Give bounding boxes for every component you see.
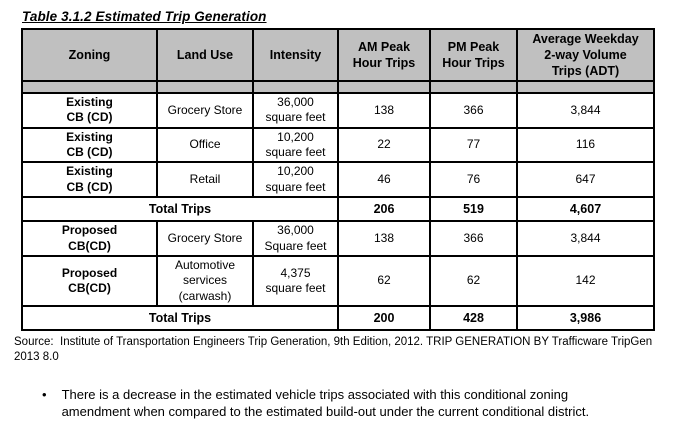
cell-land-use: Automotive services (carwash)	[156, 254, 254, 307]
cell-zoning: Proposed CB(CD)	[21, 254, 158, 307]
cell-zoning: Proposed CB(CD)	[21, 220, 158, 257]
table-row-proposed-grocery: Proposed CB(CD) Grocery Store 36,000 Squ…	[21, 220, 655, 257]
spacer-cell	[516, 80, 655, 94]
cell-zoning: Existing CB (CD)	[21, 161, 158, 199]
cell-pm-trips: 366	[429, 92, 518, 129]
cell-am-trips: 138	[337, 92, 431, 129]
cell-total-label: Total Trips	[21, 196, 339, 223]
bullet-text: There is a decrease in the estimated veh…	[61, 386, 590, 420]
table-row-existing-office: Existing CB (CD) Office 10,200 square fe…	[21, 126, 655, 164]
cell-total-pm-trips: 428	[429, 304, 518, 331]
cell-intensity: 4,375 square feet	[252, 254, 339, 307]
cell-total-am-trips: 206	[337, 196, 431, 223]
table-header-row: Zoning Land Use Intensity AM Peak Hour T…	[21, 28, 655, 82]
spacer-cell	[21, 80, 158, 94]
cell-intensity: 36,000 square feet	[252, 92, 339, 129]
cell-pm-trips: 366	[429, 220, 518, 257]
cell-total-adt: 4,607	[516, 196, 655, 223]
cell-total-pm-trips: 519	[429, 196, 518, 223]
cell-total-label: Total Trips	[21, 304, 339, 331]
cell-adt: 647	[516, 161, 655, 199]
cell-am-trips: 62	[337, 254, 431, 307]
cell-am-trips: 22	[337, 126, 431, 164]
col-header-zoning: Zoning	[21, 28, 158, 82]
table-title: Table 3.1.2 Estimated Trip Generation	[22, 9, 267, 24]
col-header-am-peak: AM Peak Hour Trips	[337, 28, 431, 82]
bullet-item: • There is a decrease in the estimated v…	[42, 386, 688, 420]
cell-total-am-trips: 200	[337, 304, 431, 331]
cell-adt: 116	[516, 126, 655, 164]
col-header-pm-peak: PM Peak Hour Trips	[429, 28, 518, 82]
table-spacer-row	[21, 80, 655, 94]
cell-intensity: 10,200 square feet	[252, 126, 339, 164]
cell-zoning: Existing CB (CD)	[21, 126, 158, 164]
col-header-adt: Average Weekday 2-way Volume Trips (ADT)	[516, 28, 655, 82]
cell-adt: 3,844	[516, 92, 655, 129]
cell-land-use: Office	[156, 126, 254, 164]
table-row-total-proposed: Total Trips 200 428 3,986	[21, 304, 655, 331]
bullet-icon: •	[42, 386, 47, 402]
table-row-existing-retail: Existing CB (CD) Retail 10,200 square fe…	[21, 161, 655, 199]
cell-adt: 142	[516, 254, 655, 307]
cell-pm-trips: 76	[429, 161, 518, 199]
source-note: Source: Institute of Transportation Engi…	[14, 335, 656, 364]
cell-pm-trips: 62	[429, 254, 518, 307]
cell-intensity: 36,000 Square feet	[252, 220, 339, 257]
cell-am-trips: 138	[337, 220, 431, 257]
spacer-cell	[252, 80, 339, 94]
spacer-cell	[156, 80, 254, 94]
col-header-intensity: Intensity	[252, 28, 339, 82]
trip-generation-table: Zoning Land Use Intensity AM Peak Hour T…	[21, 28, 655, 331]
table-row-total-existing: Total Trips 206 519 4,607	[21, 196, 655, 223]
table-row-existing-grocery: Existing CB (CD) Grocery Store 36,000 sq…	[21, 92, 655, 129]
cell-total-adt: 3,986	[516, 304, 655, 331]
cell-pm-trips: 77	[429, 126, 518, 164]
cell-land-use: Grocery Store	[156, 220, 254, 257]
spacer-cell	[429, 80, 518, 94]
spacer-cell	[337, 80, 431, 94]
cell-am-trips: 46	[337, 161, 431, 199]
cell-adt: 3,844	[516, 220, 655, 257]
cell-intensity: 10,200 square feet	[252, 161, 339, 199]
cell-zoning: Existing CB (CD)	[21, 92, 158, 129]
table-row-proposed-automotive: Proposed CB(CD) Automotive services (car…	[21, 254, 655, 307]
cell-land-use: Retail	[156, 161, 254, 199]
cell-land-use: Grocery Store	[156, 92, 254, 129]
col-header-land-use: Land Use	[156, 28, 254, 82]
